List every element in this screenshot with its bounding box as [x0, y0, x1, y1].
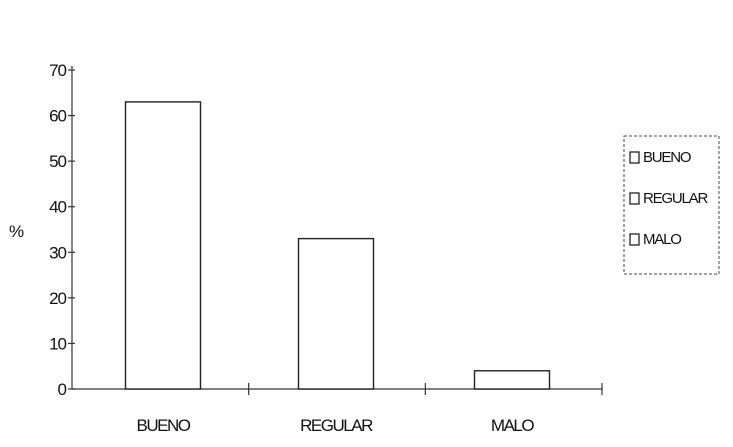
y-tick-label: 40 [49, 198, 66, 217]
y-tick-label: 60 [49, 107, 66, 126]
legend-label: MALO [643, 231, 681, 248]
x-category-label: REGULAR [300, 416, 373, 435]
legend-swatch [629, 151, 640, 164]
plot-area: 0 10 20 30 40 50 60 70 BUENO REGULAR MALO [49, 61, 603, 435]
legend-swatch [629, 233, 640, 246]
y-tick-label: 10 [49, 334, 66, 353]
y-tick-label: 0 [58, 380, 67, 399]
legend: BUENO REGULAR MALO [623, 135, 720, 275]
bar-malo [473, 370, 551, 390]
bar-bueno [124, 101, 202, 390]
x-category-label: MALO [491, 416, 534, 435]
bar-regular [297, 237, 375, 390]
legend-swatch [629, 192, 640, 205]
y-tick-label: 70 [49, 61, 66, 80]
y-tick-label: 20 [49, 289, 66, 308]
y-tick-label: 30 [49, 243, 66, 262]
x-category-label: BUENO [137, 416, 191, 435]
y-tick-label: 50 [49, 152, 66, 171]
legend-box [623, 135, 720, 275]
y-axis-title: % [9, 222, 24, 241]
legend-label: REGULAR [643, 190, 708, 207]
legend-label: BUENO [643, 149, 691, 166]
